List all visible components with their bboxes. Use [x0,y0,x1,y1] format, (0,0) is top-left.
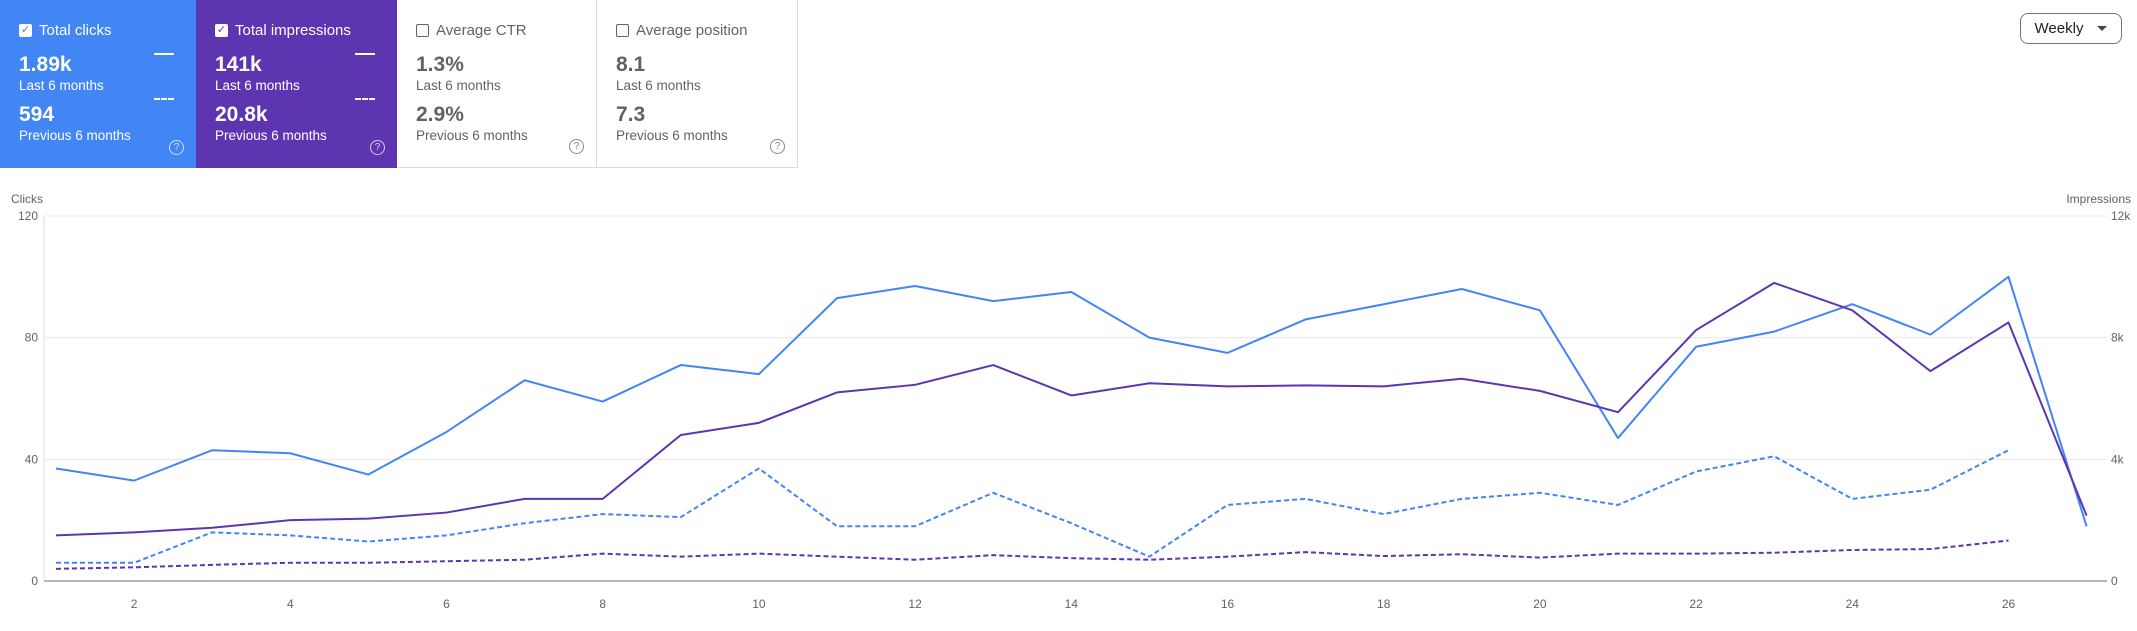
previous-value: 2.9% [416,103,464,126]
card-label: Average CTR [436,21,527,39]
card-label: Total clicks [39,21,112,39]
solid-line-legend-icon [154,53,174,55]
x-tick-label: 14 [1065,597,1079,611]
impressions-previous-line [55,539,2009,570]
checkbox-unchecked-icon[interactable] [416,23,429,37]
granularity-value: Weekly [2034,20,2084,37]
right-tick-label: 12k [2111,209,2131,223]
average-position-card[interactable]: Average position 8.1 Last 6 months 7.3 P… [597,0,798,168]
average-ctr-card[interactable]: Average CTR 1.3% Last 6 months 2.9% Prev… [397,0,597,168]
current-value: 8.1 [616,53,646,76]
x-tick-label: 12 [908,597,922,611]
total-impressions-card[interactable]: ✓ Total impressions 141k Last 6 months 20… [196,0,397,168]
solid-line-legend-icon [355,53,375,55]
current-label: Last 6 months [19,78,104,93]
total-clicks-card[interactable]: ✓ Total clicks 1.89k Last 6 months 594 Pr… [0,0,196,168]
right-tick-label: 4k [2111,452,2125,466]
right-tick-label: 0 [2111,574,2118,588]
x-tick-label: 26 [2002,597,2016,611]
current-value: 141k [215,53,262,76]
previous-value: 594 [19,103,55,126]
x-tick-label: 6 [443,597,450,611]
left-tick-label: 80 [25,331,39,345]
current-value: 1.89k [19,53,72,76]
left-tick-label: 40 [25,452,39,466]
caret-down-icon [2097,26,2108,31]
x-tick-label: 4 [287,597,294,611]
card-label: Average position [636,21,748,39]
checkbox-checked-icon[interactable]: ✓ [19,23,32,37]
x-tick-label: 16 [1221,597,1235,611]
clicks-previous-line [56,449,2009,564]
help-icon[interactable]: ? [569,139,584,154]
left-tick-label: 120 [18,209,38,223]
x-tick-label: 18 [1377,597,1391,611]
right-tick-label: 8k [2111,331,2125,345]
checkbox-checked-icon[interactable]: ✓ [215,23,228,37]
previous-label: Previous 6 months [19,128,131,143]
x-tick-label: 20 [1533,597,1547,611]
right-axis-label: Impressions [2066,192,2131,206]
current-label: Last 6 months [616,78,701,93]
left-axis-label: Clicks [11,192,43,206]
dashed-line-legend-icon [154,98,174,100]
checkbox-unchecked-icon[interactable] [616,23,629,37]
previous-label: Previous 6 months [416,128,528,143]
help-icon[interactable]: ? [169,140,184,155]
impressions-current-line [55,281,2088,537]
clicks-current-line [55,275,2088,527]
x-tick-label: 10 [752,597,766,611]
x-tick-label: 2 [131,597,138,611]
previous-label: Previous 6 months [215,128,327,143]
x-tick-label: 24 [1846,597,1860,611]
current-label: Last 6 months [416,78,501,93]
previous-value: 20.8k [215,103,268,126]
dashed-line-legend-icon [355,98,375,100]
help-icon[interactable]: ? [370,140,385,155]
previous-label: Previous 6 months [616,128,728,143]
left-tick-label: 0 [31,574,38,588]
previous-value: 7.3 [616,103,646,126]
granularity-dropdown[interactable]: Weekly [2020,13,2122,44]
x-tick-label: 8 [599,597,606,611]
x-tick-label: 22 [1689,597,1703,611]
current-label: Last 6 months [215,78,300,93]
card-label: Total impressions [235,21,351,39]
help-icon[interactable]: ? [770,139,785,154]
current-value: 1.3% [416,53,464,76]
